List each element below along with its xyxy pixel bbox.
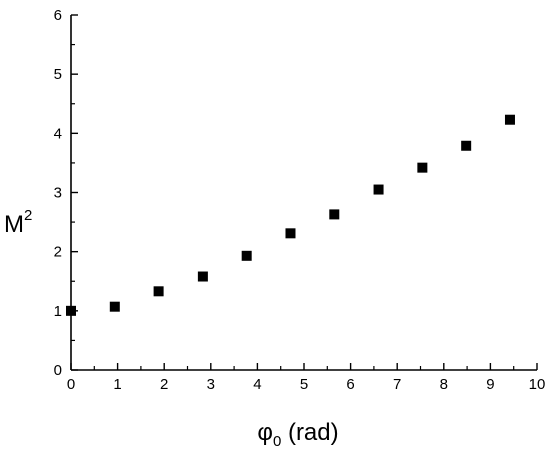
data-point xyxy=(373,184,384,195)
data-point xyxy=(504,114,515,125)
x-tick-label: 7 xyxy=(393,376,401,393)
y-tick-label: 5 xyxy=(54,66,62,83)
data-point xyxy=(285,228,296,239)
x-tick-label: 2 xyxy=(160,376,168,393)
x-tick-label: 9 xyxy=(486,376,494,393)
y-tick-label: 0 xyxy=(54,362,62,379)
data-point xyxy=(461,140,472,151)
data-point xyxy=(329,209,340,220)
y-axis-title: M2 xyxy=(4,207,32,238)
x-axis-title: φ0 (rad) xyxy=(257,419,338,450)
data-point xyxy=(197,271,208,282)
data-points xyxy=(66,114,515,316)
data-point xyxy=(109,301,120,312)
axes xyxy=(70,15,537,371)
y-tick-label: 1 xyxy=(54,303,62,320)
y-tick-label: 3 xyxy=(54,185,62,202)
x-tick-label: 4 xyxy=(253,376,261,393)
x-tick-label: 3 xyxy=(207,376,215,393)
x-tick-label: 10 xyxy=(529,376,546,393)
data-point xyxy=(153,286,164,297)
data-point xyxy=(66,305,76,316)
y-tick-label: 6 xyxy=(54,7,62,24)
x-tick-label: 8 xyxy=(440,376,448,393)
x-tick-label: 6 xyxy=(346,376,354,393)
x-tick-label: 5 xyxy=(300,376,308,393)
x-tick-label: 0 xyxy=(67,376,75,393)
ticks xyxy=(70,14,538,371)
data-point xyxy=(241,250,252,261)
y-tick-label: 2 xyxy=(54,244,62,261)
tick-labels: 0 1 2 3 4 5 6 7 8 9 10 0 1 2 3 4 5 6 xyxy=(54,7,546,393)
y-tick-label: 4 xyxy=(54,125,62,142)
data-point xyxy=(417,162,428,173)
x-tick-label: 1 xyxy=(113,376,121,393)
